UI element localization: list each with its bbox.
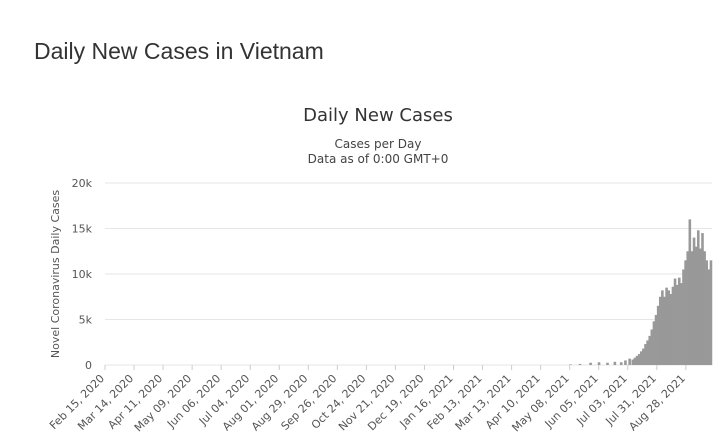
bar bbox=[644, 344, 647, 365]
bar bbox=[680, 283, 683, 365]
bar bbox=[667, 290, 671, 365]
chart-subtitle-line-2: Data as of 0:00 GMT+0 bbox=[308, 152, 449, 166]
bar bbox=[703, 251, 706, 365]
bar bbox=[619, 362, 623, 365]
bar bbox=[661, 290, 664, 365]
bar bbox=[635, 355, 639, 365]
bar bbox=[633, 357, 637, 365]
bar bbox=[578, 363, 582, 365]
bar bbox=[705, 260, 709, 365]
bar bbox=[682, 269, 685, 365]
bar bbox=[696, 230, 700, 365]
bar bbox=[688, 219, 692, 365]
bar bbox=[589, 362, 592, 365]
bar bbox=[686, 251, 690, 365]
bar bbox=[675, 284, 679, 365]
y-tick-label: 10k bbox=[72, 268, 93, 281]
bar bbox=[628, 358, 631, 365]
grid-lines bbox=[105, 182, 712, 366]
bar bbox=[658, 296, 662, 365]
bar bbox=[646, 340, 649, 365]
y-tick-label: 0 bbox=[85, 359, 92, 372]
bar bbox=[699, 248, 702, 365]
y-tick-labels: 0 5k 10k 15k 20k bbox=[72, 177, 93, 372]
bar bbox=[597, 362, 601, 365]
bar bbox=[654, 314, 658, 365]
bar bbox=[692, 237, 696, 365]
bar bbox=[613, 361, 617, 365]
bar bbox=[569, 364, 572, 365]
bar bbox=[624, 360, 627, 365]
bar bbox=[669, 294, 673, 365]
bar bbox=[665, 287, 668, 365]
bar bbox=[637, 354, 641, 365]
bar bbox=[701, 233, 704, 365]
bar bbox=[677, 277, 681, 365]
chart-title: Daily New Cases bbox=[303, 105, 453, 126]
bar bbox=[663, 296, 666, 365]
bar bbox=[648, 335, 652, 365]
bar bbox=[606, 362, 609, 365]
chart-subtitle-line-1: Cases per Day bbox=[335, 137, 422, 151]
bar bbox=[652, 321, 656, 365]
bar bbox=[639, 351, 643, 365]
bar bbox=[642, 348, 645, 365]
bar bbox=[671, 286, 675, 365]
bar bbox=[673, 278, 677, 365]
bars bbox=[569, 219, 713, 365]
bar bbox=[690, 251, 694, 365]
bar bbox=[684, 260, 687, 365]
bar bbox=[694, 246, 698, 365]
y-tick-label: 20k bbox=[72, 177, 93, 190]
y-tick-label: 15k bbox=[72, 223, 93, 236]
bar bbox=[650, 329, 654, 365]
page-title: Daily New Cases in Vietnam bbox=[34, 38, 324, 64]
bar bbox=[656, 305, 660, 365]
y-axis-label: Novel Coronavirus Daily Cases bbox=[49, 190, 62, 358]
y-tick-label: 5k bbox=[79, 314, 93, 327]
bar bbox=[709, 260, 713, 365]
bar bbox=[631, 359, 635, 365]
